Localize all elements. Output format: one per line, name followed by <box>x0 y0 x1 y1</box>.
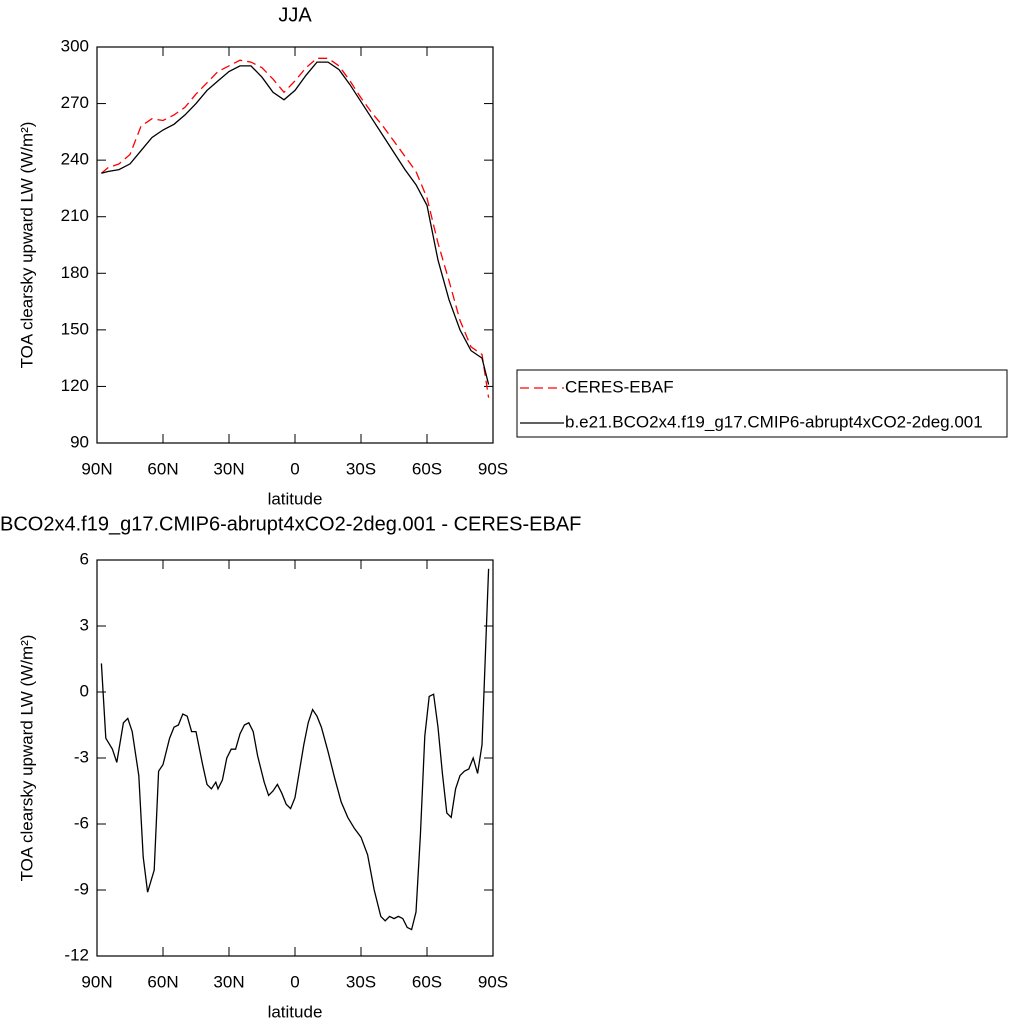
y-tick-label: 270 <box>61 93 89 112</box>
chart-title: JJA <box>278 4 312 26</box>
x-tick-label: 0 <box>290 459 299 478</box>
x-tick-label: 90N <box>81 972 112 991</box>
x-axis-label: latitude <box>268 489 323 508</box>
y-tick-label: 300 <box>61 36 89 55</box>
x-tick-label: 60S <box>412 972 442 991</box>
x-tick-label: 60N <box>147 972 178 991</box>
x-tick-label: 60S <box>412 459 442 478</box>
y-tick-label: -12 <box>64 945 89 964</box>
x-tick-label: 90S <box>478 972 508 991</box>
y-axis-label: TOA clearsky upward LW (W/m²) <box>17 635 36 882</box>
x-tick-label: 30N <box>213 972 244 991</box>
y-tick-label: 3 <box>80 615 89 634</box>
plot-frame <box>96 46 494 444</box>
y-tick-label: 180 <box>61 263 89 282</box>
y-tick-label: 150 <box>61 319 89 338</box>
x-tick-label: 90S <box>478 459 508 478</box>
y-tick-label: -9 <box>74 879 89 898</box>
y-tick-label: 90 <box>70 432 89 451</box>
x-tick-label: 60N <box>147 459 178 478</box>
data-line <box>100 57 490 398</box>
y-axis-label: TOA clearsky upward LW (W/m²) <box>17 122 36 369</box>
legend-label: CERES-EBAF <box>565 377 674 396</box>
chart-title: BCO2x4.f19_g17.CMIP6-abrupt4xCO2-2deg.00… <box>0 513 581 535</box>
x-tick-label: 0 <box>290 972 299 991</box>
y-tick-label: 210 <box>61 206 89 225</box>
x-axis-label: latitude <box>268 1002 323 1021</box>
x-tick-label: 30S <box>346 459 376 478</box>
y-tick-label: 0 <box>80 681 89 700</box>
y-tick-label: -3 <box>74 747 89 766</box>
legend-label: b.e21.BCO2x4.f19_g17.CMIP6-abrupt4xCO2-2… <box>565 412 983 431</box>
x-tick-label: 90N <box>81 459 112 478</box>
legend-box <box>516 369 1008 438</box>
data-line <box>100 568 490 931</box>
plot-frame <box>96 559 494 957</box>
x-tick-label: 30S <box>346 972 376 991</box>
y-tick-label: 6 <box>80 549 89 568</box>
y-tick-label: -6 <box>74 813 89 832</box>
y-tick-label: 240 <box>61 150 89 169</box>
data-line <box>101 61 490 385</box>
y-tick-label: 120 <box>61 376 89 395</box>
x-tick-label: 30N <box>213 459 244 478</box>
